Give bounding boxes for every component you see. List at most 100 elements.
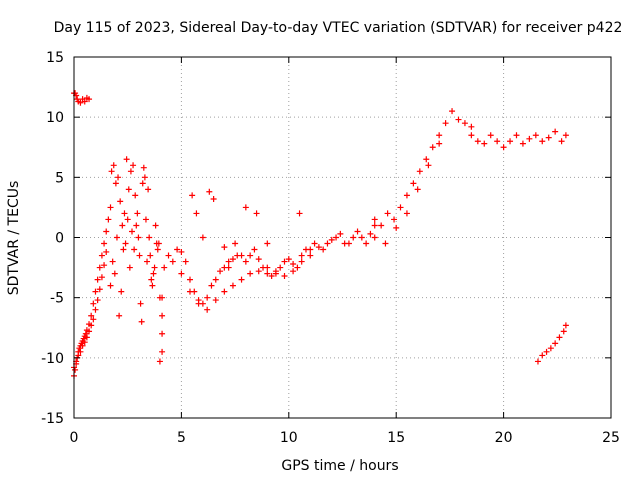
data-point — [560, 328, 567, 335]
data-point — [210, 195, 217, 202]
data-point — [118, 288, 125, 295]
data-point — [507, 138, 514, 145]
data-point — [298, 258, 305, 265]
data-point — [403, 210, 410, 217]
data-point — [125, 186, 132, 193]
data-point — [174, 246, 181, 253]
data-point — [142, 216, 149, 223]
data-point — [247, 252, 254, 259]
x-tick-label: 5 — [177, 430, 186, 446]
data-point — [229, 256, 236, 263]
data-point — [119, 222, 126, 229]
data-point — [410, 180, 417, 187]
data-point — [358, 234, 365, 241]
data-point — [264, 264, 271, 271]
data-series — [107, 156, 163, 365]
data-point — [149, 282, 156, 289]
x-axis-label: GPS time / hours — [281, 458, 398, 474]
data-point — [152, 222, 159, 229]
data-point — [81, 339, 88, 346]
data-point — [562, 322, 569, 329]
data-point — [307, 252, 314, 259]
data-point — [135, 234, 142, 241]
data-series — [371, 108, 475, 229]
data-point — [294, 264, 301, 271]
data-point — [155, 240, 162, 247]
data-point — [140, 164, 147, 171]
data-point — [132, 192, 139, 199]
data-point — [277, 264, 284, 271]
data-point — [543, 348, 550, 355]
data-series — [534, 322, 569, 365]
data-point — [137, 300, 144, 307]
data-point — [354, 228, 361, 235]
data-point — [134, 210, 141, 217]
data-point — [251, 246, 258, 253]
data-point — [92, 288, 99, 295]
data-point — [436, 132, 443, 139]
data-point — [307, 246, 314, 253]
data-point — [101, 240, 108, 247]
data-point — [199, 234, 206, 241]
data-point — [123, 156, 130, 163]
data-point — [169, 258, 176, 265]
data-point — [126, 264, 133, 271]
data-point — [468, 123, 475, 130]
data-point — [414, 186, 421, 193]
data-point — [367, 230, 374, 237]
data-point — [161, 264, 168, 271]
data-point — [403, 192, 410, 199]
data-point — [534, 358, 541, 365]
y-tick-label: 15 — [46, 50, 64, 66]
data-point — [315, 244, 322, 251]
data-series — [371, 140, 443, 247]
data-point — [247, 270, 254, 277]
data-point — [98, 274, 105, 281]
data-point — [77, 348, 84, 355]
data-series — [178, 252, 314, 313]
x-tick-label: 10 — [280, 430, 298, 446]
data-point — [165, 252, 172, 259]
data-point — [296, 210, 303, 217]
data-point — [122, 240, 129, 247]
data-points — [71, 90, 569, 379]
data-point — [416, 168, 423, 175]
y-tick-label: -5 — [50, 291, 64, 307]
data-point — [131, 246, 138, 253]
data-point — [139, 180, 146, 187]
data-point — [285, 256, 292, 263]
data-series — [71, 248, 110, 371]
data-point — [88, 312, 95, 319]
data-point — [178, 248, 185, 255]
data-point — [328, 236, 335, 243]
data-point — [103, 228, 110, 235]
data-point — [212, 276, 219, 283]
data-point — [268, 273, 275, 280]
data-point — [148, 276, 155, 283]
data-point — [77, 99, 84, 106]
data-point — [159, 294, 166, 301]
data-point — [105, 216, 112, 223]
data-point — [83, 334, 90, 341]
data-point — [264, 270, 271, 277]
data-point — [178, 270, 185, 277]
data-point — [382, 240, 389, 247]
data-point — [204, 294, 211, 301]
x-tick-label: 0 — [70, 430, 79, 446]
data-point — [513, 132, 520, 139]
data-point — [324, 240, 331, 247]
data-point — [397, 204, 404, 211]
data-point — [133, 222, 140, 229]
ticks: 0 5 10 15 20 25 -15 -10 -5 0 5 10 15 — [41, 50, 620, 446]
data-point — [238, 252, 245, 259]
data-point — [425, 162, 432, 169]
y-tick-label: 0 — [55, 231, 64, 247]
data-point — [206, 188, 213, 195]
y-tick-label: -10 — [41, 351, 64, 367]
data-point — [255, 256, 262, 263]
data-point — [159, 330, 166, 337]
data-point — [253, 210, 260, 217]
data-point — [363, 240, 370, 247]
data-point — [481, 140, 488, 147]
data-point — [186, 276, 193, 283]
